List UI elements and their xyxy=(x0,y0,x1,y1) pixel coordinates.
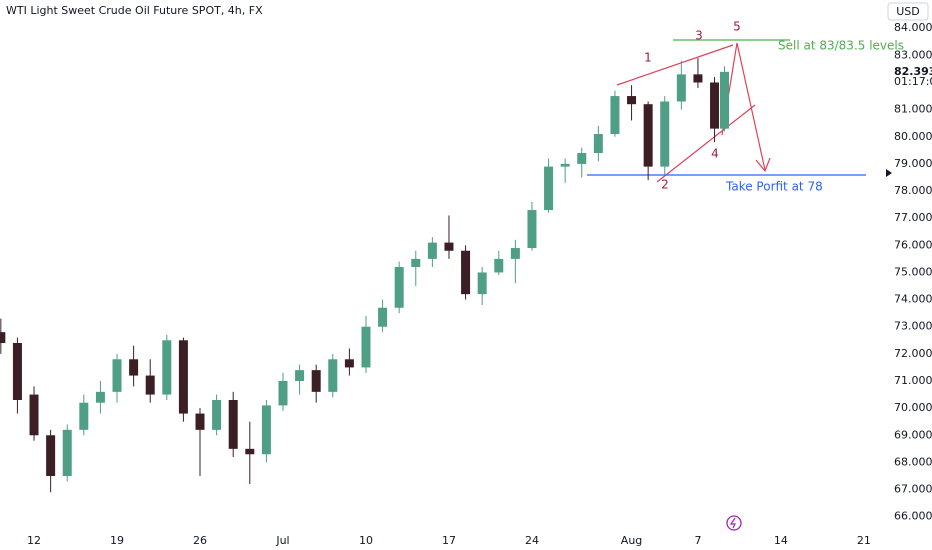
candle-body xyxy=(719,71,729,129)
candle-body xyxy=(344,359,354,368)
wedge-lower xyxy=(656,104,756,183)
wave-label: 4 xyxy=(711,147,719,161)
candle-body xyxy=(245,448,255,455)
candle-body xyxy=(610,96,620,135)
candle-body xyxy=(427,242,437,259)
candle-body xyxy=(311,370,321,392)
candle-body xyxy=(660,101,670,167)
y-tick-label: 76.000 xyxy=(894,238,932,251)
candle-body xyxy=(394,267,404,308)
y-tick-label: 66.000 xyxy=(894,510,932,523)
candle-body xyxy=(693,74,703,83)
candle-body xyxy=(510,248,520,259)
y-tick-label: 83.000 xyxy=(894,48,932,61)
target-label: Take Porfit at 78 xyxy=(725,180,823,194)
y-tick-label: 75.000 xyxy=(894,265,932,278)
x-tick-label: 24 xyxy=(525,534,539,547)
x-tick-label: 17 xyxy=(442,534,456,547)
x-tick-label: 26 xyxy=(193,534,207,547)
chart-title: WTI Light Sweet Crude Oil Future SPOT, 4… xyxy=(6,4,263,17)
candle-body xyxy=(112,359,122,392)
candle-body xyxy=(195,413,205,430)
y-tick-label: 77.000 xyxy=(894,211,932,224)
y-tick-label: 68.000 xyxy=(894,455,932,468)
candle-body xyxy=(494,258,504,273)
candle-body xyxy=(560,163,570,167)
candle-body xyxy=(328,359,338,392)
y-tick-label: 73.000 xyxy=(894,320,932,333)
sell-label: Sell at 83/83.5 levels xyxy=(778,39,904,53)
x-tick-label: 7 xyxy=(694,534,701,547)
x-tick-label: 21 xyxy=(857,534,871,547)
candle-body xyxy=(295,370,305,381)
x-tick-label: Jul xyxy=(275,534,289,547)
wave-label: 5 xyxy=(733,20,741,34)
candle-body xyxy=(129,359,139,376)
candle-body xyxy=(361,326,371,368)
candle-body xyxy=(228,399,238,449)
candle-body xyxy=(411,258,421,268)
y-tick-label: 74.000 xyxy=(894,293,932,306)
candle-body xyxy=(643,104,653,167)
candle-body xyxy=(95,391,105,403)
candle-body xyxy=(627,96,637,105)
candle-body xyxy=(378,307,388,327)
candle-body xyxy=(0,332,6,344)
x-tick-label: 19 xyxy=(110,534,124,547)
candle-body xyxy=(178,340,188,414)
y-tick-label: 79.000 xyxy=(894,157,932,170)
candle-body xyxy=(62,429,72,476)
countdown: 01:17:06 xyxy=(894,75,932,88)
event-icon-bolt xyxy=(729,517,736,529)
event-icon[interactable] xyxy=(726,515,742,531)
y-tick-label: 81.000 xyxy=(894,103,932,116)
wave-label: 3 xyxy=(695,29,703,43)
candle-body xyxy=(676,74,686,102)
candle-body xyxy=(79,402,89,430)
candle-body xyxy=(577,153,587,164)
x-tick-label: Aug xyxy=(621,534,642,547)
last-price: 82.393 xyxy=(894,65,932,78)
candle-body xyxy=(527,210,537,249)
axis-marker xyxy=(886,169,892,177)
wave-label: 2 xyxy=(661,178,669,192)
arrow-head xyxy=(755,157,771,173)
x-tick-label: 14 xyxy=(774,534,788,547)
candle-body xyxy=(12,343,22,400)
candle-body xyxy=(212,399,222,430)
y-tick-label: 67.000 xyxy=(894,483,932,496)
y-tick-label: 69.000 xyxy=(894,428,932,441)
candle-body xyxy=(461,250,471,295)
candle-body xyxy=(710,82,720,129)
currency: USD xyxy=(896,5,920,18)
candle-body xyxy=(593,134,603,154)
candle-body xyxy=(477,272,487,295)
currency-box[interactable] xyxy=(887,2,929,21)
y-tick-label: 71.000 xyxy=(894,374,932,387)
y-tick-label: 70.000 xyxy=(894,401,932,414)
candle-body xyxy=(261,405,271,455)
candle-body xyxy=(29,394,39,436)
wedge-upper xyxy=(616,44,734,86)
x-tick-label: 12 xyxy=(27,534,41,547)
candle-body xyxy=(145,375,155,395)
wave-label: 1 xyxy=(644,51,652,65)
candle-body xyxy=(162,340,172,395)
y-tick-label: 72.000 xyxy=(894,347,932,360)
candle-body xyxy=(46,435,56,476)
y-tick-label: 84.000 xyxy=(894,21,932,34)
candle-body xyxy=(444,242,454,251)
y-tick-label: 80.000 xyxy=(894,130,932,143)
y-tick-label: 78.000 xyxy=(894,184,932,197)
candle-body xyxy=(278,380,288,406)
candle-body xyxy=(544,166,554,211)
x-tick-label: 10 xyxy=(359,534,373,547)
